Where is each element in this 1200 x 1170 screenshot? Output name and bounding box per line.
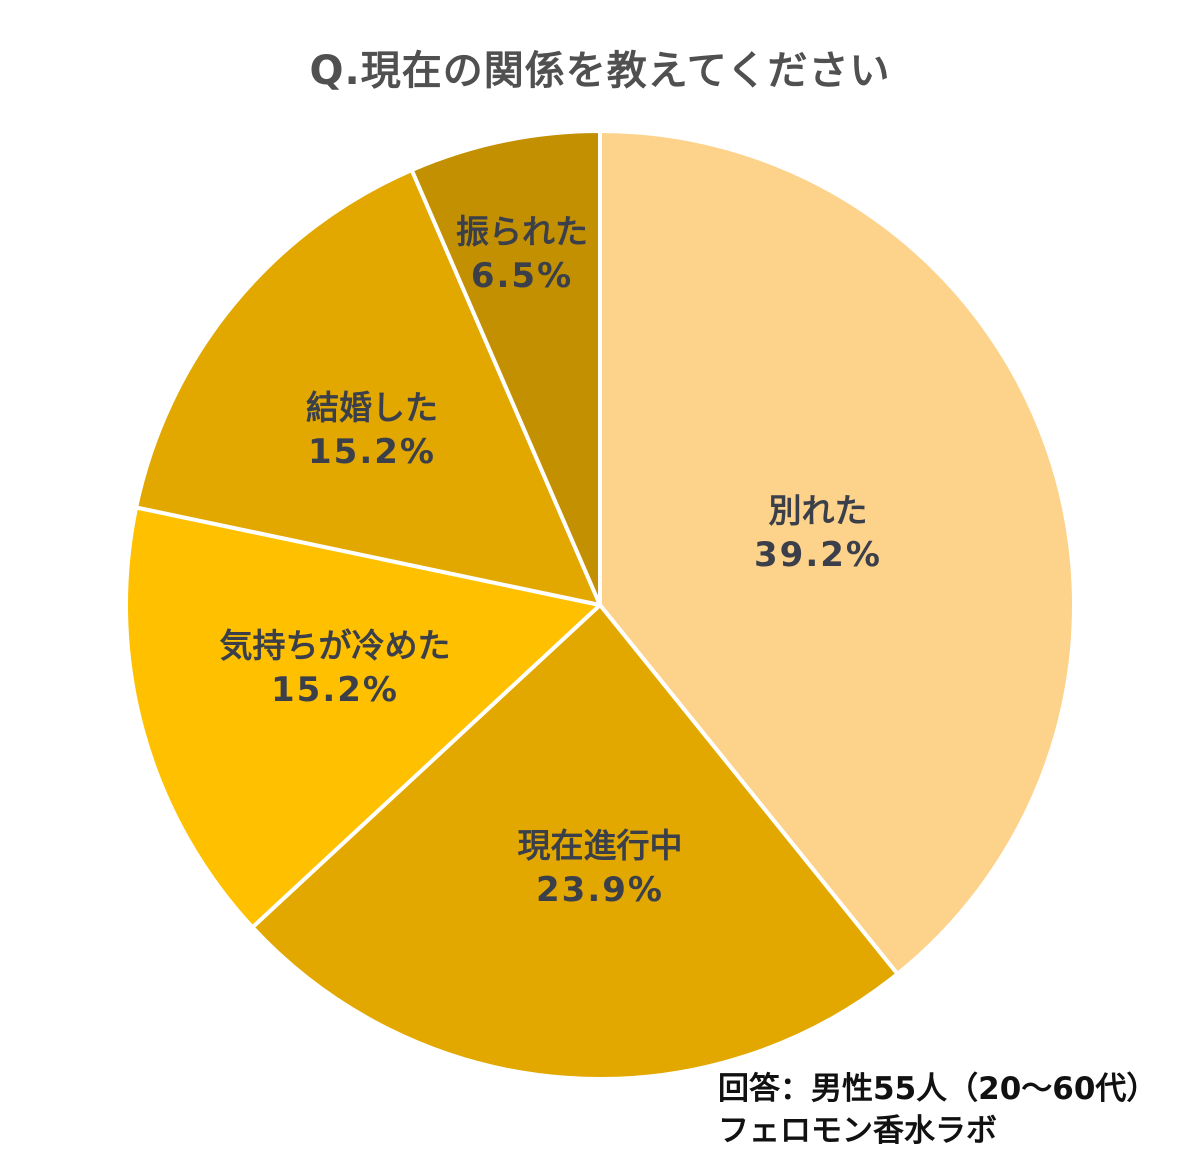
chart-title: Q.現在の関係を教えてください [309, 48, 891, 94]
slice-label-4: 振られた 6.5% [456, 212, 588, 296]
pie-slice-4 [409, 129, 602, 607]
respondents-note: 回答：男性55人（20〜60代） [718, 1071, 1158, 1107]
pie-slice-2 [124, 505, 602, 930]
pie-slice-0 [598, 129, 1076, 976]
slice-label-0: 別れた 39.2% [754, 491, 882, 575]
pie-slice-3 [134, 167, 602, 607]
slice-label-2: 気持ちが冷めた 15.2% [219, 626, 451, 710]
slice-label-3: 結婚した 15.2% [306, 388, 438, 472]
slice-label-1: 現在進行中 23.9% [517, 826, 683, 910]
pie-slice-1 [250, 603, 900, 1081]
footnote: 回答：男性55人（20〜60代） フェロモン香水ラボ [718, 1068, 1157, 1152]
source-note: フェロモン香水ラボ [718, 1113, 997, 1149]
